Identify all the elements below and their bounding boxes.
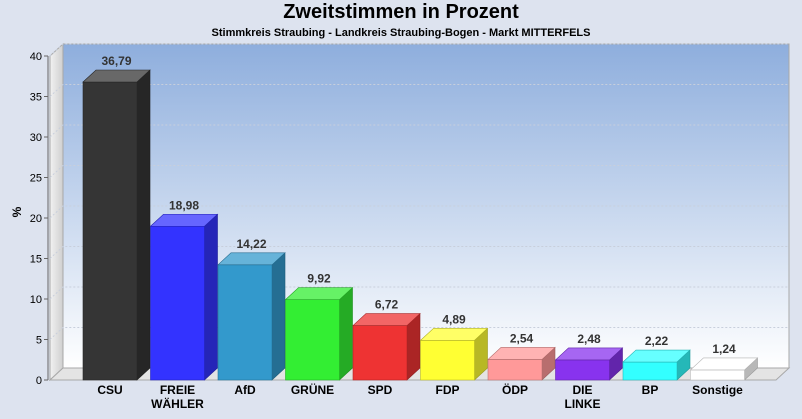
y-tick-label: 5	[36, 335, 42, 347]
bar-top	[82, 69, 151, 83]
x-tick-label: FREIE WÄHLER	[151, 383, 204, 411]
gridline	[49, 205, 789, 219]
y-axis-label: %	[10, 206, 24, 217]
y-tick-label: 15	[30, 254, 42, 266]
bar	[150, 225, 205, 381]
y-axis: 0 5 10 15 20 25 30 35 40	[30, 51, 49, 387]
gridline	[49, 124, 789, 138]
y-tick-label: 10	[30, 294, 42, 306]
bar-top	[622, 349, 691, 363]
bar	[217, 264, 273, 381]
bars: 36,79 CSU 18,98 FREIE WÄHLER 14,22 AfD 9,92 GRÜN…	[82, 54, 759, 411]
y-tick-label: 30	[30, 132, 42, 144]
gridline	[49, 286, 789, 300]
x-tick-label: GRÜNE	[291, 382, 334, 397]
x-tick-label: ÖDP	[502, 382, 528, 397]
chart-title: Zweitstimmen in Prozent	[283, 1, 519, 23]
data-label: 4,89	[442, 312, 466, 326]
gridline	[49, 246, 789, 259]
bar	[555, 359, 610, 381]
data-label: 9,92	[307, 272, 331, 286]
y-tick-label: 35	[30, 92, 42, 104]
bar-top	[352, 313, 421, 326]
data-label: 2,22	[645, 334, 669, 348]
bar-group: 1,24 Sonstige	[689, 342, 759, 397]
gridline	[49, 165, 789, 178]
y-tick-label: 25	[30, 173, 42, 185]
bar	[420, 340, 475, 381]
gridline	[49, 84, 789, 97]
x-tick-label: FDP	[436, 383, 460, 397]
chart-subtitle: Stimmkreis Straubing - Landkreis Straubi…	[212, 27, 591, 39]
bar-top	[487, 347, 556, 360]
bar-side	[271, 252, 286, 381]
y-tick-label: 40	[30, 51, 42, 63]
y-tick-label: 20	[30, 213, 42, 225]
bar-group: 36,79 CSU	[82, 54, 151, 397]
bar-group: 9,92 GRÜNE	[284, 272, 354, 397]
bar-group: 2,54 ÖDP	[487, 331, 556, 397]
x-tick-label: AfD	[234, 383, 256, 397]
bar-top	[419, 328, 489, 341]
bar-group: 18,98 FREIE WÄHLER	[149, 198, 219, 411]
y-tick-label: 0	[36, 375, 42, 387]
bar	[622, 361, 678, 381]
x-tick-label: SPD	[368, 383, 393, 397]
x-tick-label: Sonstige	[692, 383, 743, 397]
bar-group: 14,22 AfD	[217, 237, 286, 397]
bar-group: 2,48 DIE LINKE	[554, 332, 624, 411]
bar	[285, 299, 340, 381]
data-label: 2,54	[510, 331, 534, 345]
bar	[690, 369, 745, 381]
x-tick-label: BP	[642, 383, 659, 397]
bar-side	[136, 69, 151, 381]
bar-group: 2,22 BP	[622, 334, 691, 397]
bar-top	[217, 252, 286, 266]
data-label: 36,79	[101, 54, 131, 68]
gridlines	[49, 43, 789, 340]
data-label: 14,22	[236, 237, 266, 251]
bar	[487, 359, 543, 381]
data-label: 6,72	[375, 298, 399, 312]
gridline	[49, 43, 789, 57]
bar-side	[204, 213, 218, 381]
bar-top	[689, 357, 759, 371]
bar-top	[149, 213, 219, 227]
x-tick-label: CSU	[97, 383, 122, 397]
bar	[352, 325, 408, 381]
bar	[82, 81, 138, 381]
bar-top	[284, 287, 354, 300]
data-label: 18,98	[169, 198, 199, 212]
bar-group: 6,72 SPD	[352, 298, 421, 397]
gridline	[49, 327, 789, 340]
data-label: 1,24	[712, 342, 736, 356]
x-tick-label: DIE LINKE	[565, 383, 601, 411]
bar-side	[339, 286, 353, 381]
bar-group: 4,89 FDP	[419, 312, 489, 397]
data-label: 2,48	[577, 332, 601, 346]
bar-top	[554, 347, 624, 361]
